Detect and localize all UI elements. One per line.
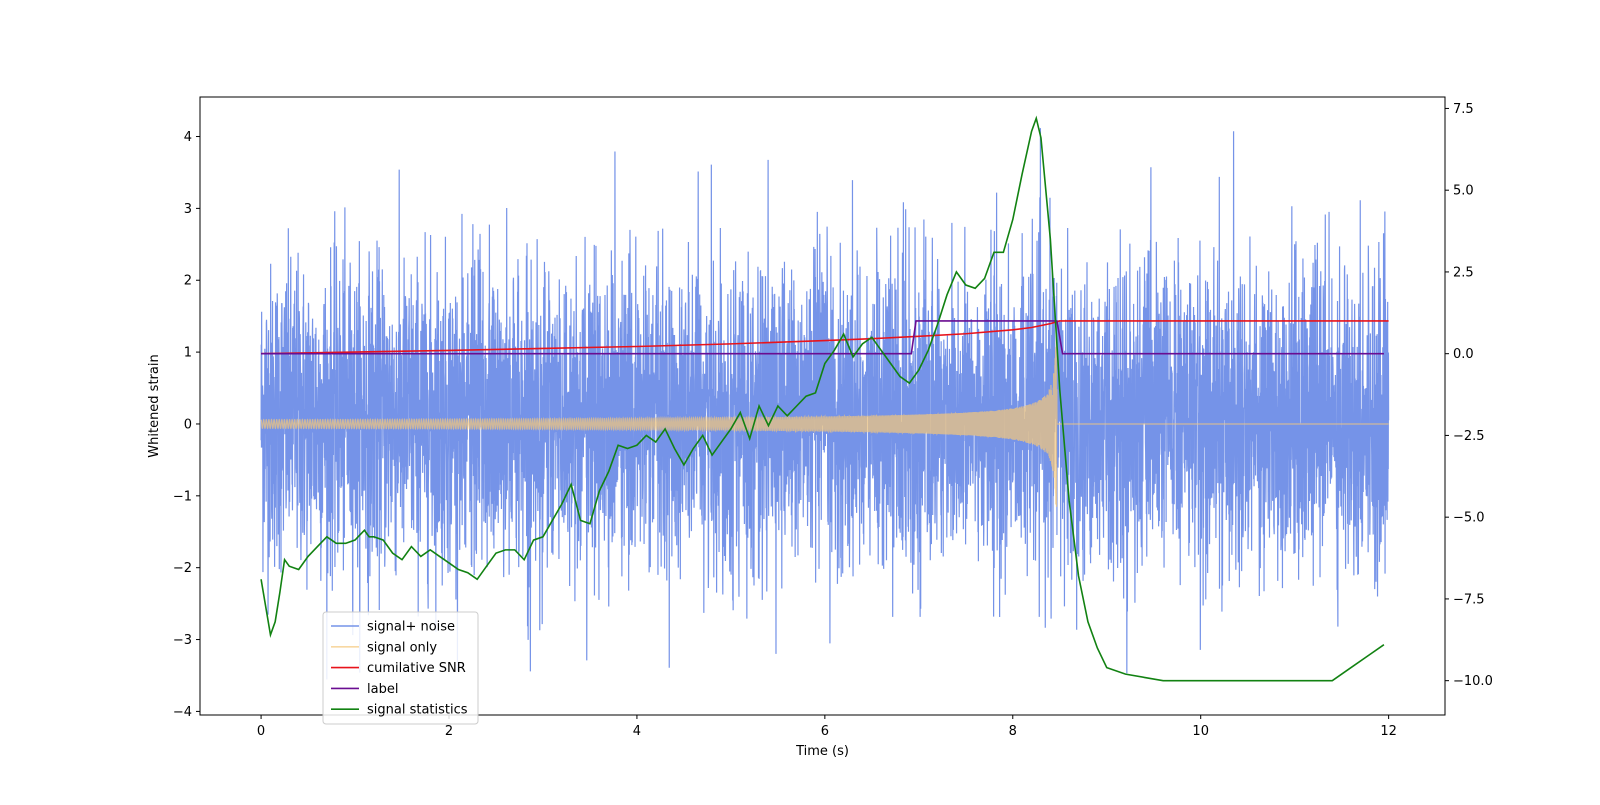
plot-area <box>260 115 1390 682</box>
x-tick-label: 12 <box>1380 724 1397 739</box>
y-tick-label: −3 <box>173 633 192 648</box>
x-tick-label: 0 <box>257 724 265 739</box>
series-cumulative-snr-line <box>261 320 1389 355</box>
legend-label: cumilative SNR <box>367 661 466 676</box>
y-tick-label: 3 <box>184 202 192 217</box>
y-tick-label: −2 <box>173 561 192 576</box>
y-tick-label: −4 <box>173 705 192 720</box>
legend-label: label <box>367 682 398 697</box>
x-tick-label: 6 <box>821 724 829 739</box>
y2-tick-label: 7.5 <box>1453 102 1474 117</box>
series-layer <box>260 115 1390 682</box>
legend-label: signal+ noise <box>367 620 455 635</box>
legend-box <box>322 611 479 725</box>
y-tick-label: 4 <box>184 130 192 145</box>
y2-tick-label: −5.0 <box>1453 511 1485 526</box>
y-tick-label: −1 <box>173 489 192 504</box>
x-axis-label: Time (s) <box>795 744 849 759</box>
y-tick-label: 2 <box>184 274 192 289</box>
x-tick-label: 8 <box>1009 724 1017 739</box>
axes: 0 2 4 6 8 10 12−4−3−2−101234−10.0−7.5−5.0−2.50… <box>173 102 1493 739</box>
y2-tick-label: 0.0 <box>1453 347 1474 362</box>
series-label-line <box>261 320 1384 355</box>
y2-tick-label: 5.0 <box>1453 184 1474 199</box>
x-tick-label: 10 <box>1192 724 1209 739</box>
y2-tick-label: −2.5 <box>1453 429 1485 444</box>
series-signal-noise-line <box>260 128 1390 680</box>
x-tick-label: 2 <box>445 724 453 739</box>
legend-label: signal only <box>367 640 437 655</box>
series-signal-statistics-line <box>260 115 1385 682</box>
series-signal-only-line <box>260 331 1389 507</box>
y-axis-label: Whitened strain <box>147 354 162 457</box>
y2-tick-label: −7.5 <box>1453 592 1485 607</box>
y-tick-label: 0 <box>184 417 192 432</box>
y-tick-label: 1 <box>184 346 192 361</box>
x-tick-label: 4 <box>633 724 641 739</box>
y2-tick-label: 2.5 <box>1453 265 1474 280</box>
plot-frame <box>199 96 1446 716</box>
y2-tick-label: −10.0 <box>1453 674 1493 689</box>
legend: signal+ noise signal only cumilative SNR la… <box>322 611 479 725</box>
legend-label: signal statistics <box>367 703 468 718</box>
